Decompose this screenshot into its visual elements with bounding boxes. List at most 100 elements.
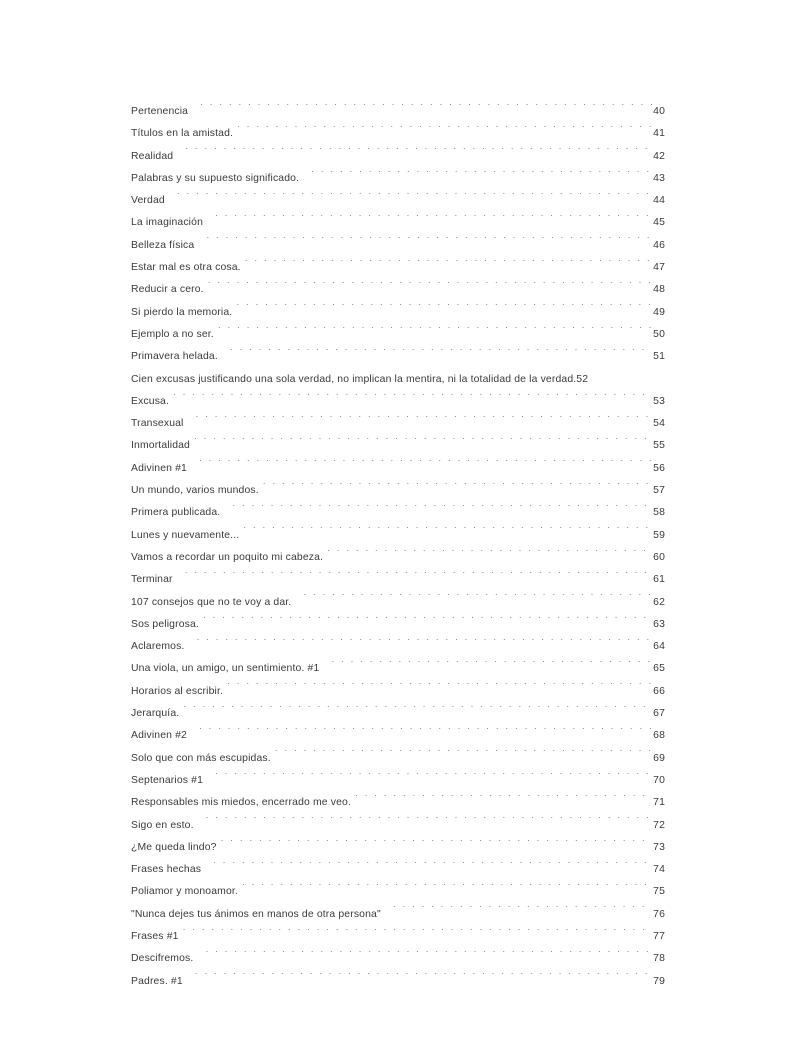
toc-entry[interactable]: Estar mal es otra cosa. 47 — [131, 257, 665, 279]
toc-entry[interactable]: Inmortalidad 55 — [131, 435, 665, 457]
toc-entry[interactable]: Solo que con más escupidas. 69 — [131, 748, 665, 770]
toc-entry-title: Una viola, un amigo, un sentimiento. #1 — [131, 663, 320, 675]
toc-entry[interactable]: Terminar 61 — [131, 569, 665, 591]
toc-entry[interactable]: Cien excusas justificando una sola verda… — [131, 369, 665, 391]
toc-dot-leader — [311, 171, 652, 181]
toc-entry[interactable]: Realidad 42 — [131, 146, 665, 168]
toc-entry-title: Reducir a cero. — [131, 284, 204, 296]
toc-entry[interactable]: Si pierdo la memoria. 49 — [131, 302, 665, 324]
toc-entry[interactable]: Poliamor y monoamor. 75 — [131, 881, 665, 903]
toc-dot-leader — [236, 304, 652, 314]
toc-entry[interactable]: Septenarios #1 70 — [131, 770, 665, 792]
toc-entry[interactable]: Primera publicada. 58 — [131, 502, 665, 524]
toc-entry[interactable]: Sos peligrosa. 63 — [131, 614, 665, 636]
toc-entry[interactable]: Sigo en esto. 72 — [131, 815, 665, 837]
toc-dot-leader — [194, 438, 652, 448]
toc-entry-page-number: 71 — [653, 797, 665, 809]
toc-entry-title: Padres. #1 — [131, 975, 183, 987]
toc-entry-title: Transexual — [131, 418, 184, 430]
toc-entry[interactable]: Aclaremos. 64 — [131, 636, 665, 658]
toc-entry-page-number: 58 — [653, 507, 665, 519]
toc-entry[interactable]: Vamos a recordar un poquito mi cabeza. 60 — [131, 547, 665, 569]
toc-entry[interactable]: Frases #1 77 — [131, 926, 665, 948]
toc-dot-leader — [203, 616, 652, 626]
toc-entry-title: Inmortalidad — [131, 440, 190, 452]
toc-entry-title: Un mundo, varios mundos. — [131, 485, 259, 497]
toc-dot-leader — [213, 862, 652, 872]
toc-entry-title: Si pierdo la memoria. — [131, 306, 233, 318]
toc-entry-page-number: 52 — [576, 373, 589, 385]
toc-entry[interactable]: Una viola, un amigo, un sentimiento. #1 6… — [131, 658, 665, 680]
toc-entry[interactable]: Belleza física 46 — [131, 235, 665, 257]
toc-entry-page-number: 55 — [653, 440, 665, 452]
toc-entry-page-number: 50 — [653, 328, 665, 340]
toc-entry-title: ¿Me queda lindo? — [131, 841, 217, 853]
toc-entry[interactable]: Pertenencia 40 — [131, 101, 665, 123]
toc-entry-title: Lunes y nuevamente... — [131, 529, 240, 541]
toc-entry[interactable]: La imaginación 45 — [131, 212, 665, 234]
toc-entry-page-number: 42 — [653, 150, 665, 162]
toc-dot-leader — [196, 639, 652, 649]
toc-entry[interactable]: Excusa. 53 — [131, 391, 665, 413]
toc-entry-page-number: 51 — [653, 351, 665, 363]
toc-entry[interactable]: Reducir a cero. 48 — [131, 279, 665, 301]
toc-entry[interactable]: Transexual 54 — [131, 413, 665, 435]
toc-entry[interactable]: "Nunca dejes tus ánimos en manos de otra… — [131, 904, 665, 926]
toc-entry-title: Solo que con más escupidas. — [131, 752, 271, 764]
toc-entry[interactable]: Jerarquía. 67 — [131, 703, 665, 725]
toc-entry-page-number: 59 — [653, 529, 665, 541]
toc-entry-page-number: 76 — [653, 908, 665, 920]
toc-entry-page-number: 56 — [653, 462, 665, 474]
toc-dot-leader — [355, 795, 652, 805]
toc-dot-leader — [237, 126, 652, 136]
toc-entry-page-number: 68 — [653, 730, 665, 742]
toc-dot-leader — [206, 237, 652, 247]
toc-entry[interactable]: Padres. #1 79 — [131, 971, 665, 993]
toc-dot-leader — [227, 683, 652, 693]
toc-entry-page-number: 43 — [653, 172, 665, 184]
toc-entry-page-number: 60 — [653, 551, 665, 563]
toc-entry[interactable]: ¿Me queda lindo? 73 — [131, 837, 665, 859]
toc-entry-title: Horarios al escribir. — [131, 685, 224, 697]
toc-entry-title: Vamos a recordar un poquito mi cabeza. — [131, 551, 324, 563]
toc-entry[interactable]: Adivinen #1 56 — [131, 458, 665, 480]
toc-entry-page-number: 72 — [653, 819, 665, 831]
toc-entry-title: Aclaremos. — [131, 641, 185, 653]
toc-entry-title: Frases hechas — [131, 864, 202, 876]
toc-entry[interactable]: Primavera helada. 51 — [131, 346, 665, 368]
toc-entry[interactable]: Títulos en la amistad. 41 — [131, 123, 665, 145]
toc-entry-title: Adivinen #1 — [131, 462, 187, 474]
toc-entry-page-number: 57 — [653, 485, 665, 497]
toc-entry-page-number: 61 — [653, 574, 665, 586]
toc-entry-title: Poliamor y monoamor. — [131, 886, 238, 898]
toc-entry-title: Septenarios #1 — [131, 774, 203, 786]
toc-entry[interactable]: Verdad 44 — [131, 190, 665, 212]
toc-entry[interactable]: Adivinen #2 68 — [131, 725, 665, 747]
toc-entry[interactable]: Lunes y nuevamente... 59 — [131, 525, 665, 547]
toc-dot-leader — [275, 750, 652, 760]
toc-dot-leader — [263, 483, 652, 493]
toc-entry-page-number: 67 — [653, 708, 665, 720]
toc-entry[interactable]: Ejemplo a no ser. 50 — [131, 324, 665, 346]
toc-entry[interactable]: Palabras y su supuesto significado. 43 — [131, 168, 665, 190]
toc-entry-page-number: 75 — [653, 886, 665, 898]
toc-dot-leader — [243, 527, 652, 537]
toc-entry-title: Pertenencia — [131, 106, 189, 117]
toc-entry-page-number: 44 — [653, 195, 665, 207]
toc-entry-title: Ejemplo a no ser. — [131, 328, 214, 340]
toc-entry-title: Responsables mis miedos, encerrado me ve… — [131, 797, 351, 809]
toc-dot-leader — [232, 505, 652, 515]
toc-entry[interactable]: Frases hechas 74 — [131, 859, 665, 881]
toc-entry-title: Descifremos. — [131, 953, 194, 965]
table-of-contents: Pertenencia 40 Títulos en la amistad. 41 Rea… — [131, 101, 665, 993]
toc-entry[interactable]: Responsables mis miedos, encerrado me ve… — [131, 792, 665, 814]
toc-dot-leader — [205, 951, 652, 961]
toc-entry[interactable]: Un mundo, varios mundos. 57 — [131, 480, 665, 502]
toc-entry[interactable]: 107 consejos que no te voy a dar. 62 — [131, 592, 665, 614]
toc-entry[interactable]: Descifremos. 78 — [131, 948, 665, 970]
toc-entry-page-number: 64 — [653, 641, 665, 653]
toc-entry[interactable]: Horarios al escribir. 66 — [131, 681, 665, 703]
toc-entry-page-number: 77 — [653, 930, 665, 942]
toc-entry-title: Estar mal es otra cosa. — [131, 262, 241, 274]
